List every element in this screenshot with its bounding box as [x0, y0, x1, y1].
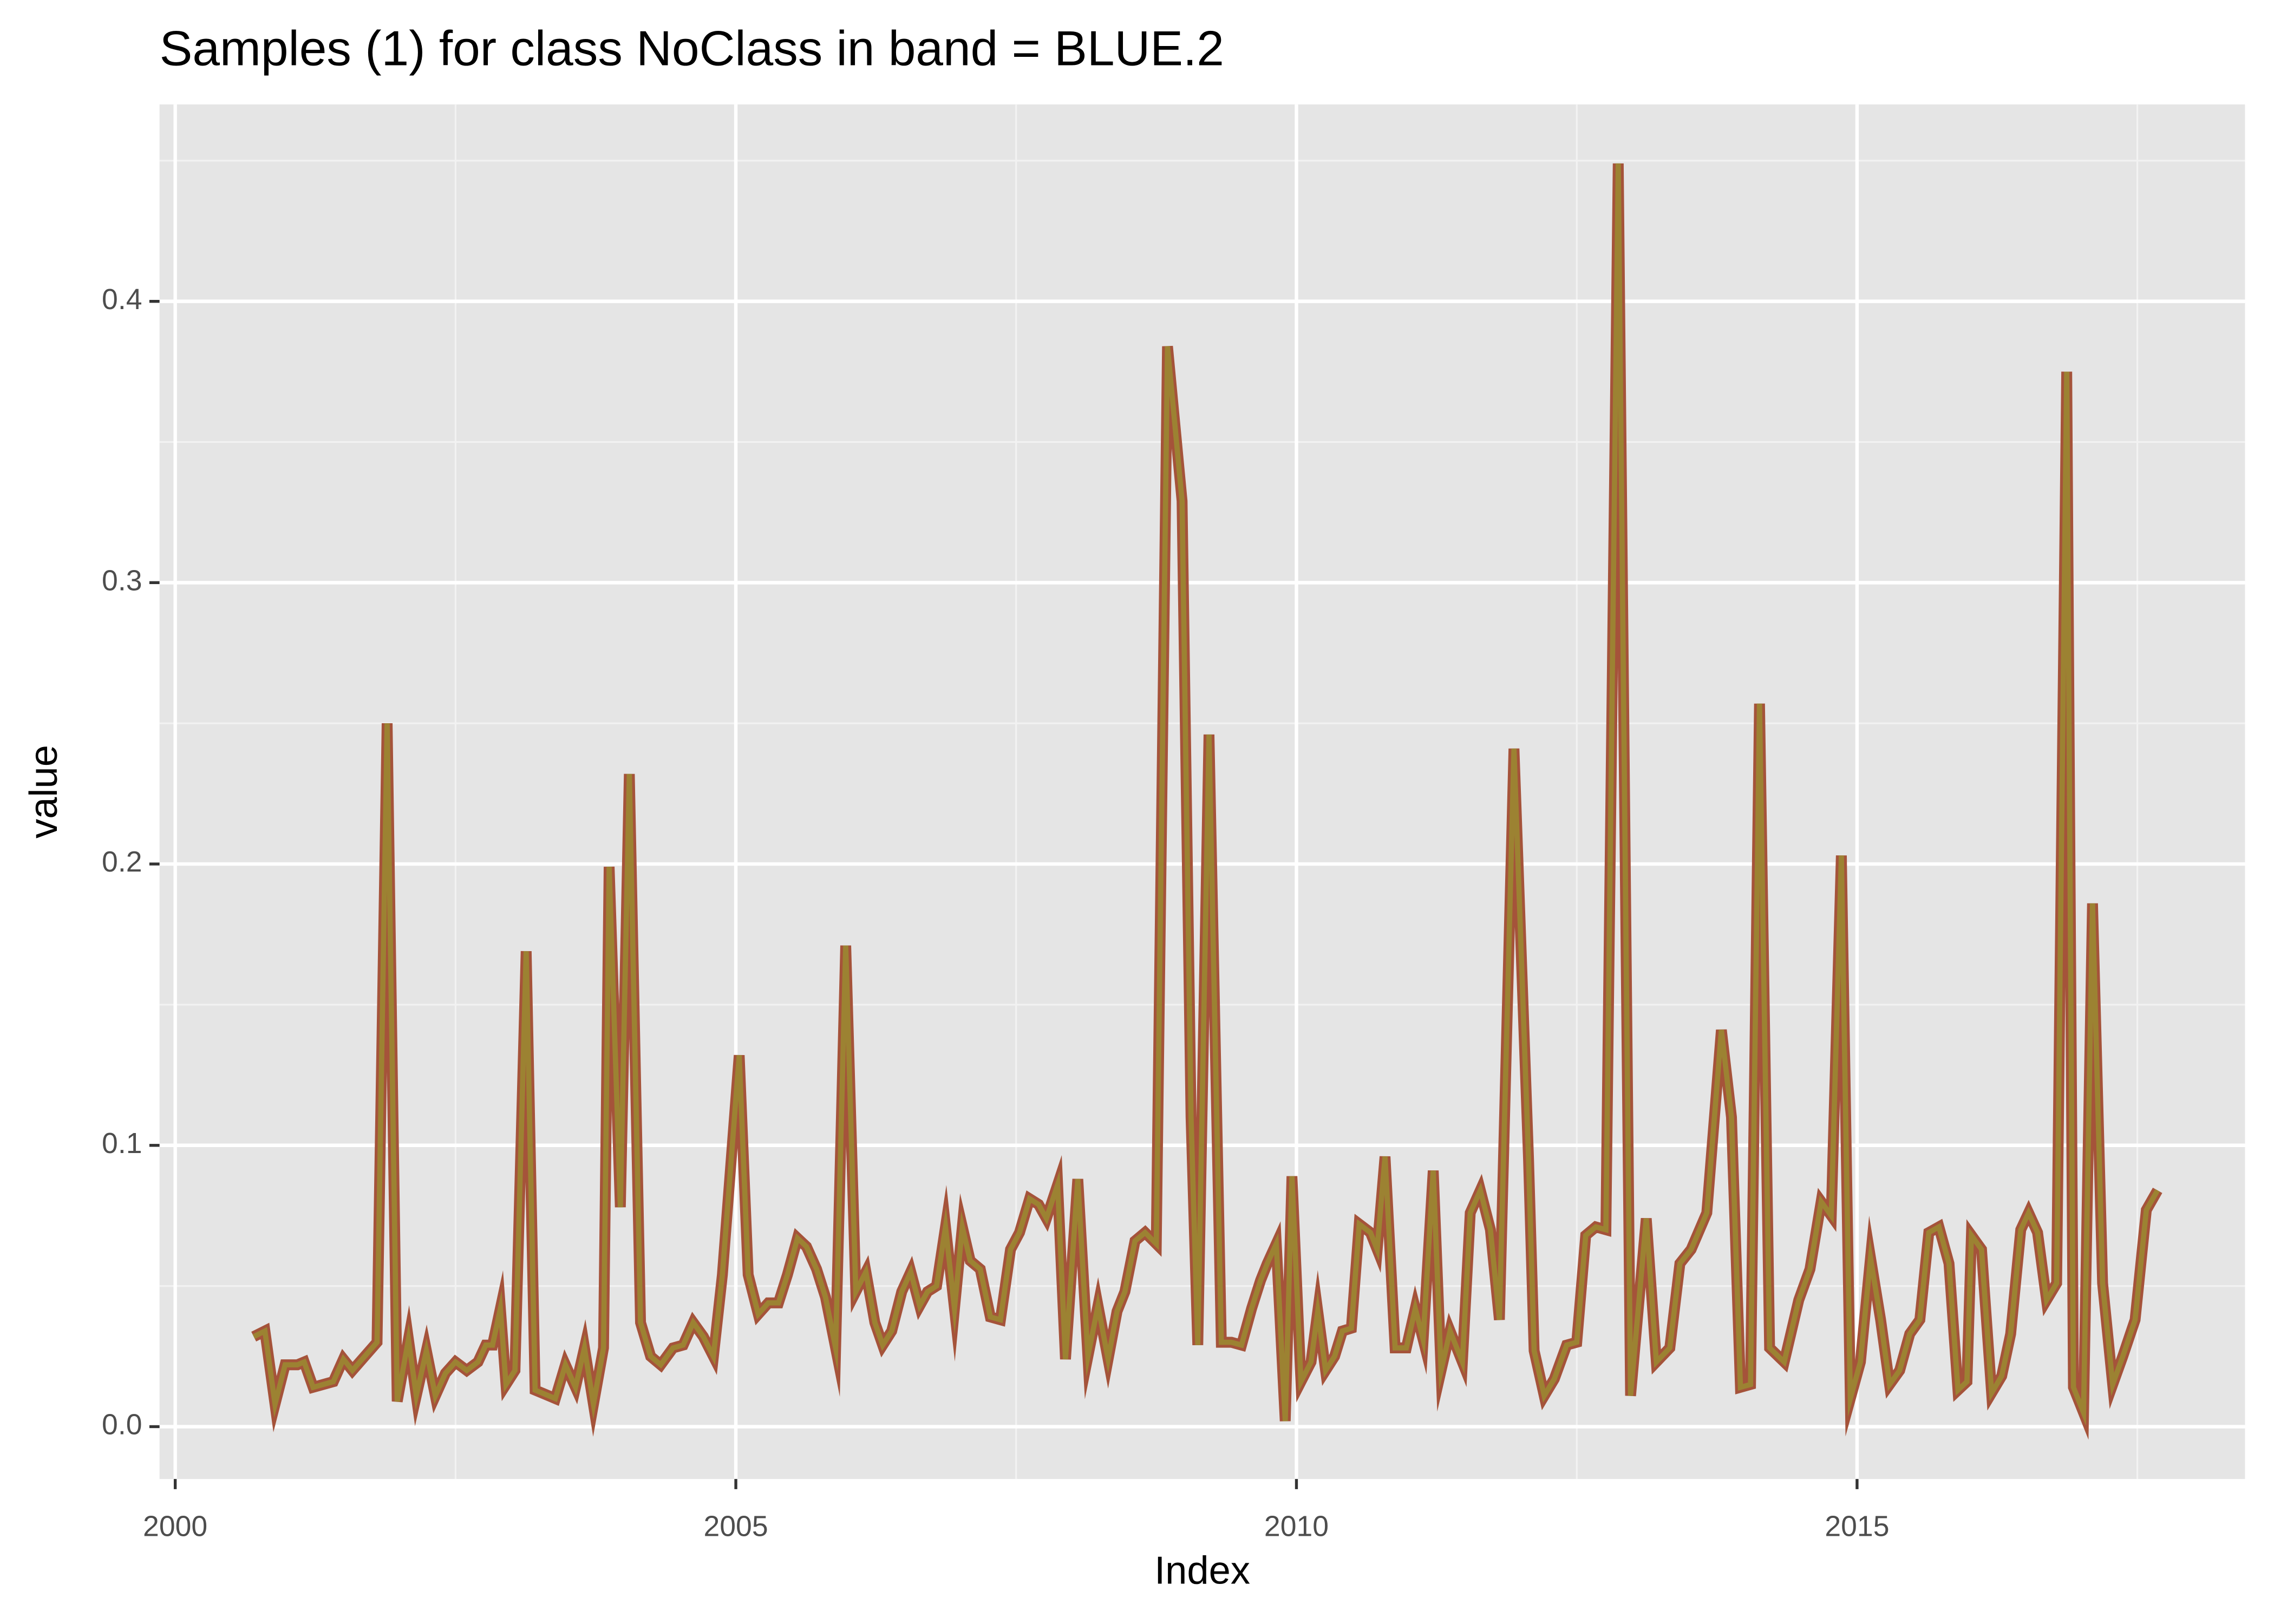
- line: [252, 163, 2160, 1426]
- chart-title: Samples (1) for class NoClass in band = …: [160, 21, 1224, 76]
- lines: [251, 163, 2162, 1440]
- x-tick-label: 2010: [1264, 1510, 1329, 1542]
- y-tick-label: 0.4: [102, 284, 142, 316]
- x-tick-label: 2000: [143, 1510, 207, 1542]
- x-tick-label: 2015: [1825, 1510, 1889, 1542]
- x-tick-label: 2005: [703, 1510, 768, 1542]
- y-tick-label: 0.2: [102, 846, 142, 878]
- y-tick-label: 0.0: [102, 1409, 142, 1441]
- grid: [159, 104, 2245, 1479]
- y-tick-label: 0.3: [102, 565, 142, 597]
- ticks: 2000 2005 2010 2015 0.0 0.1 0.2 0.3 0.4: [102, 284, 1889, 1543]
- x-axis-title: Index: [1154, 1549, 1250, 1592]
- y-tick-label: 0.1: [102, 1128, 142, 1160]
- y-axis-title: value: [22, 745, 66, 839]
